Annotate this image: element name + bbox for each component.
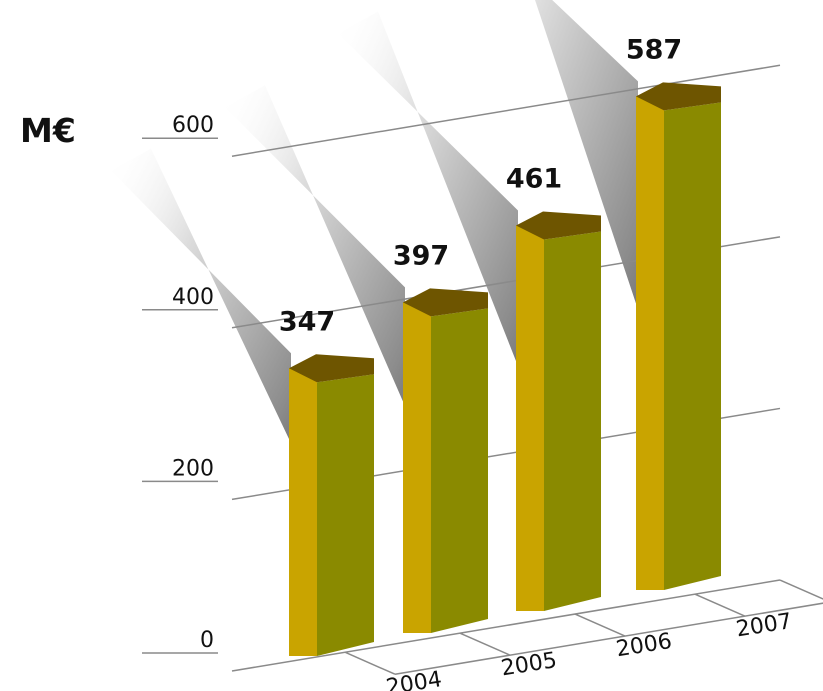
floor-line (231, 579, 781, 672)
bar-top-face (289, 354, 374, 383)
bar-2005 (403, 288, 488, 633)
bar-front-face (516, 225, 544, 611)
y-tick-label: 200 (172, 456, 214, 481)
gridline (231, 64, 781, 157)
bar-side-face (664, 102, 721, 590)
bar-value-label: 347 (279, 306, 335, 337)
bar-2007 (636, 82, 721, 590)
bar-top-face (403, 288, 488, 317)
category-separator (694, 593, 746, 617)
bar-value-label: 461 (506, 163, 562, 194)
bar-side-face (431, 308, 488, 633)
category-separator (459, 632, 511, 656)
y-tick-label: 400 (172, 285, 214, 310)
bar-value-label: 587 (626, 34, 682, 65)
bar-top-face (636, 82, 721, 111)
x-tick-label: 2005 (499, 648, 558, 681)
y-tick-label: 600 (172, 113, 214, 138)
category-separator (574, 613, 626, 637)
x-tick-label: 2007 (734, 609, 793, 642)
bar-front-face (289, 368, 317, 656)
bar-value-label: 397 (393, 240, 449, 271)
bar-2006 (516, 211, 601, 611)
x-tick-label: 2006 (614, 629, 673, 662)
bar-side-face (317, 374, 374, 656)
unit-label: M€ (20, 111, 76, 150)
category-floor-line (394, 602, 823, 675)
bars (289, 82, 721, 656)
bar-2004 (289, 354, 374, 656)
bar-front-face (636, 96, 664, 590)
bar-top-face (516, 211, 601, 240)
y-tick-label: 0 (200, 628, 214, 653)
x-tick-label: 2004 (384, 667, 443, 691)
bar-side-face (544, 231, 601, 611)
category-separator (779, 579, 823, 600)
labels: 0 200 400 600 347 2004 397 2005 461 2006 587 2007 M€ (20, 34, 794, 691)
floor-lines (231, 579, 823, 675)
bar-front-face (403, 302, 431, 633)
category-separator (344, 651, 396, 675)
